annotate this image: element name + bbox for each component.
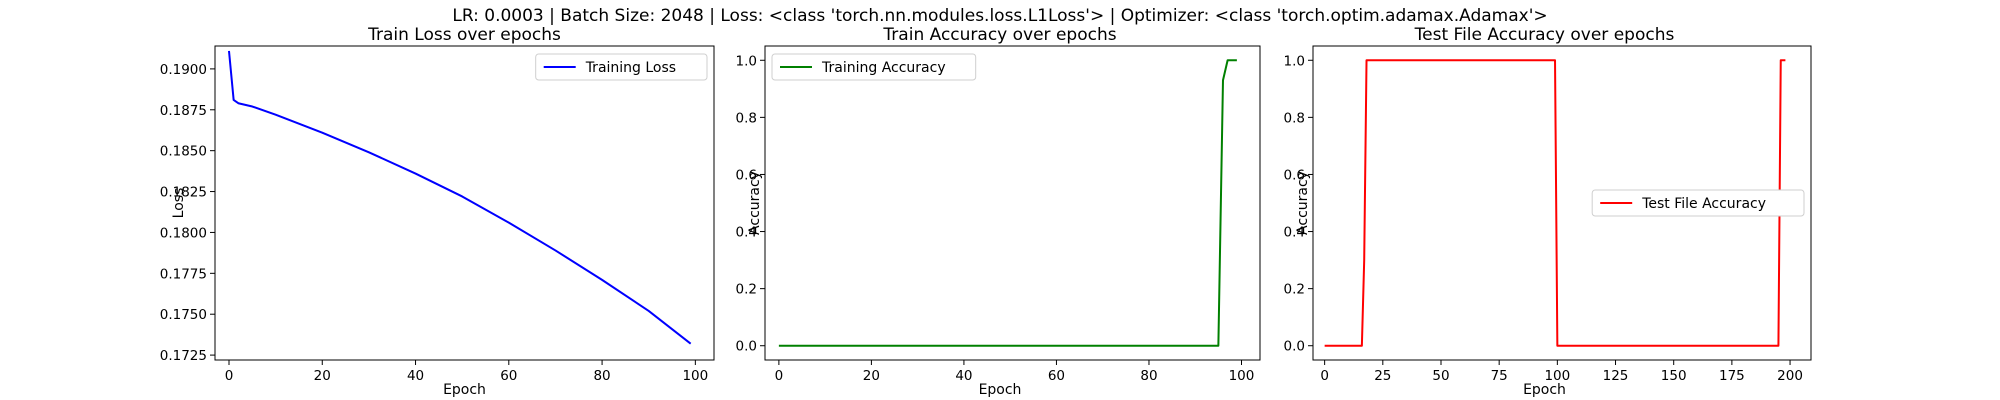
train-accuracy-y-tick-label: 0.8 xyxy=(736,110,757,126)
test-file-accuracy-x-tick-label: 150 xyxy=(1661,368,1687,384)
train-accuracy-x-tick-label: 60 xyxy=(1048,368,1065,384)
train-accuracy-panel: Train Accuracy over epochs Epoch Accurac… xyxy=(736,25,1261,398)
train-loss-y-tick-label: 0.1825 xyxy=(160,185,207,201)
train-accuracy-y-tick-label: 0.4 xyxy=(736,225,757,241)
test-file-accuracy-legend-box xyxy=(1591,189,1805,217)
train-loss-x-tick-label: 100 xyxy=(682,368,708,384)
train-loss-x-tick-label: 40 xyxy=(407,368,424,384)
train-accuracy-xlabel: Epoch xyxy=(979,382,1022,398)
test-file-accuracy-axes-frame xyxy=(1312,45,1812,361)
train-accuracy-ylabel: Accuracy xyxy=(747,171,763,235)
train-loss-x-tick-label: 80 xyxy=(593,368,610,384)
train-accuracy-y-tick-label: 0.2 xyxy=(736,282,757,298)
train-loss-x-tick-label: 60 xyxy=(500,368,517,384)
train-accuracy-x-tick-label: 20 xyxy=(863,368,880,384)
train-loss-y-tick-label: 0.1850 xyxy=(160,144,207,160)
test-file-accuracy-y-tick-label: 1.0 xyxy=(1284,53,1305,69)
train-accuracy-x-tick-label: 40 xyxy=(955,368,972,384)
test-file-accuracy-x-tick-label: 175 xyxy=(1719,368,1745,384)
train-accuracy-x-tick-label: 100 xyxy=(1229,368,1255,384)
train-loss-x-tick-label: 0 xyxy=(225,368,234,384)
train-loss-legend-box xyxy=(535,53,708,81)
train-loss-title: Train Loss over epochs xyxy=(367,25,561,45)
test-file-accuracy-y-tick-label: 0.8 xyxy=(1284,110,1305,126)
test-file-accuracy-legend: Test File Accuracy xyxy=(1591,189,1805,217)
train-loss-y-tick-label: 0.1750 xyxy=(160,307,207,323)
test-file-accuracy-x-tick-label: 100 xyxy=(1544,368,1570,384)
train-loss-legend-label: Training Loss xyxy=(585,60,676,76)
test-file-accuracy-y-tick-label: 0.2 xyxy=(1284,282,1305,298)
test-file-accuracy-series-line xyxy=(1324,59,1786,347)
train-accuracy-legend: Training Accuracy xyxy=(771,53,977,81)
train-accuracy-y-tick-label: 0.6 xyxy=(736,167,757,183)
figure-suptitle: LR: 0.0003 | Batch Size: 2048 | Loss: <c… xyxy=(452,6,1547,26)
test-file-accuracy-y-tick-label: 0.6 xyxy=(1284,167,1305,183)
train-loss-y-tick-label: 0.1900 xyxy=(160,62,207,78)
test-file-accuracy-x-tick-label: 50 xyxy=(1432,368,1449,384)
test-file-accuracy-ylabel: Accuracy xyxy=(1295,171,1311,235)
test-file-accuracy-title: Test File Accuracy over epochs xyxy=(1414,25,1675,45)
train-accuracy-legend-label: Training Accuracy xyxy=(821,60,946,76)
test-file-accuracy-y-tick-label: 0.4 xyxy=(1284,225,1305,241)
train-loss-series-line xyxy=(227,50,692,345)
train-accuracy-title: Train Accuracy over epochs xyxy=(882,25,1116,45)
train-loss-y-tick-label: 0.1800 xyxy=(160,225,207,241)
test-file-accuracy-x-tick-label: 200 xyxy=(1777,368,1803,384)
train-accuracy-series-line xyxy=(778,59,1237,347)
train-accuracy-axes-frame xyxy=(764,45,1261,361)
train-accuracy-legend-box xyxy=(771,53,977,81)
test-file-accuracy-legend-label: Test File Accuracy xyxy=(1641,196,1766,212)
train-loss-xlabel: Epoch xyxy=(443,382,486,398)
test-file-accuracy-x-tick-label: 75 xyxy=(1491,368,1508,384)
train-accuracy-x-tick-label: 0 xyxy=(775,368,784,384)
train-loss-y-tick-label: 0.1875 xyxy=(160,103,207,119)
test-file-accuracy-y-tick-label: 0.0 xyxy=(1284,339,1305,355)
test-file-accuracy-xlabel: Epoch xyxy=(1523,382,1566,398)
test-file-accuracy-x-tick-label: 0 xyxy=(1320,368,1329,384)
train-loss-x-tick-label: 20 xyxy=(314,368,331,384)
train-loss-ylabel: Loss xyxy=(171,188,187,219)
train-loss-y-tick-label: 0.1775 xyxy=(160,266,207,282)
train-loss-legend: Training Loss xyxy=(535,53,708,81)
train-accuracy-y-tick-label: 0.0 xyxy=(736,339,757,355)
test-file-accuracy-x-tick-label: 25 xyxy=(1374,368,1391,384)
train-accuracy-y-tick-label: 1.0 xyxy=(736,53,757,69)
train-loss-axes-frame xyxy=(214,45,715,361)
train-loss-y-tick-label: 0.1725 xyxy=(160,348,207,364)
train-loss-panel: Train Loss over epochs Epoch Loss 0 20 40 6… xyxy=(160,25,715,398)
train-accuracy-x-tick-label: 80 xyxy=(1140,368,1157,384)
test-file-accuracy-x-tick-label: 125 xyxy=(1603,368,1629,384)
test-file-accuracy-panel: Test File Accuracy over epochs Epoch Acc… xyxy=(1284,25,1812,398)
